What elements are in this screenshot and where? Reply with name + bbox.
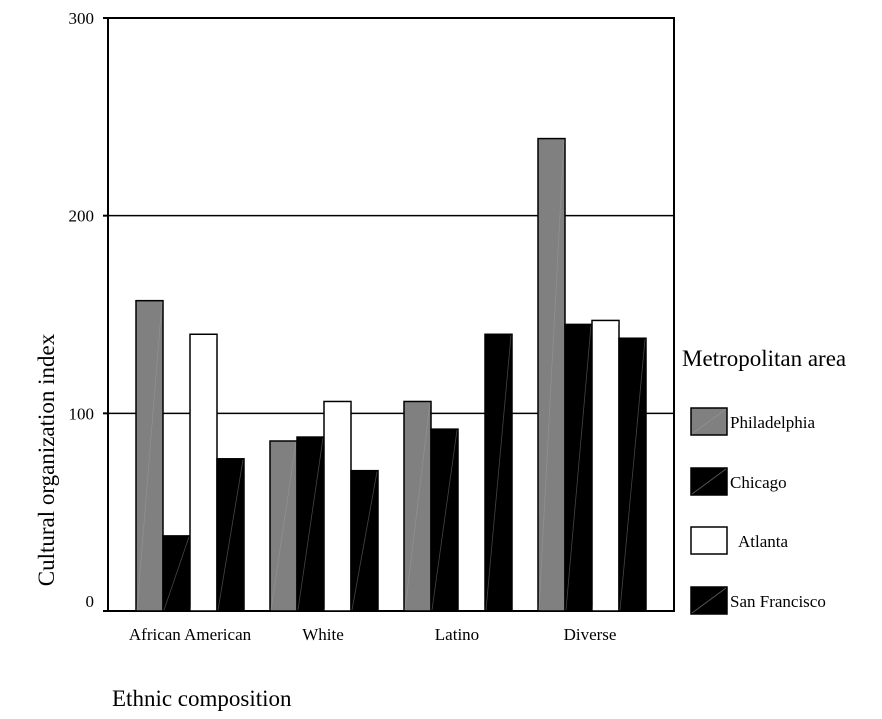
bar-atlanta (591, 319, 620, 612)
bar-shade (565, 325, 592, 611)
bar-shade (217, 459, 244, 611)
legend-label: Chicago (730, 473, 787, 492)
bar-shade (404, 402, 431, 611)
bar-san-francisco (618, 337, 647, 612)
legend-swatch-shade (691, 408, 727, 435)
bar-chicago (162, 535, 191, 612)
x-tick-label: African American (129, 625, 252, 644)
bar-shade (431, 430, 458, 611)
bar-shade (270, 441, 297, 611)
legend-label: San Francisco (730, 592, 826, 611)
x-tick-label: Diverse (564, 625, 617, 644)
legend: Metropolitan area Philadelphia Chicago Atl… (682, 346, 846, 615)
legend-title: Metropolitan area (682, 346, 846, 371)
bar-san-francisco (216, 458, 245, 612)
bar-shade (592, 321, 619, 611)
bar-chicago (430, 428, 459, 612)
y-tick-label: 200 (69, 207, 95, 226)
bar-shade (163, 536, 190, 611)
legend-swatch-shade (691, 587, 727, 614)
bar-chicago (564, 323, 593, 612)
x-axis-title: Ethnic composition (112, 686, 292, 711)
bar-shade (324, 402, 351, 611)
plot-frame (107, 17, 675, 612)
x-tick-label: White (302, 625, 344, 644)
bar-shade (297, 437, 324, 611)
legend-label: Atlanta (738, 532, 788, 551)
y-tick-label: 0 (86, 592, 95, 611)
bar-shade (619, 339, 646, 611)
bar-shade (485, 335, 512, 611)
y-tick-label: 300 (69, 9, 95, 28)
bar-shade (136, 301, 163, 611)
bar-shade (190, 335, 217, 611)
y-axis-title: Cultural organization index (34, 333, 59, 586)
legend-label: Philadelphia (730, 413, 815, 432)
y-tick-label: 100 (69, 404, 95, 423)
bar-shade (351, 471, 378, 611)
legend-swatch-shade (691, 527, 727, 554)
legend-swatch-shade (691, 468, 727, 495)
bar-san-francisco (484, 333, 513, 612)
x-tick-label: Latino (435, 625, 479, 644)
bar-san-francisco (350, 469, 379, 612)
bar-shade (538, 139, 565, 611)
